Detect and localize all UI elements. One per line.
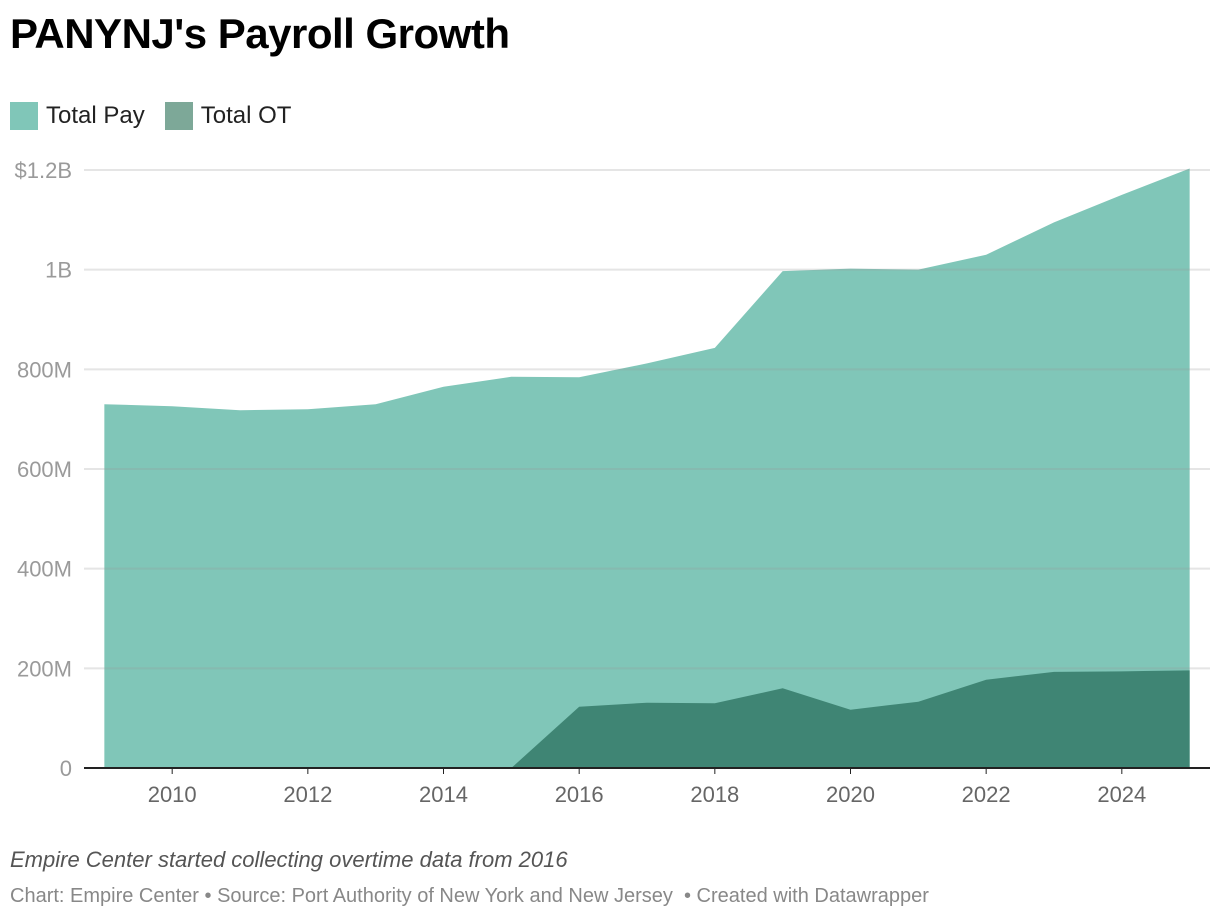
y-tick-label: 1B [45,258,72,283]
x-tick-label: 2024 [1097,782,1146,807]
y-tick-label: 200M [17,656,72,681]
series-area-total-pay [104,168,1190,768]
chart-credit: Chart: Empire Center • Source: Port Auth… [10,885,929,908]
legend-swatch-total-pay [10,102,38,130]
x-tick-label: 2022 [962,782,1011,807]
legend-item-total-ot: Total OT [164,102,292,130]
legend-label-total-ot: Total OT [200,102,292,129]
legend-item-total-pay: Total Pay [10,102,145,130]
y-tick-label: 400M [17,557,72,582]
credit-created-with: Created with Datawrapper [696,885,929,907]
x-tick-label: 2016 [555,782,604,807]
chart-note: Empire Center started collecting overtim… [10,847,568,872]
legend: Total Pay Total OT [10,102,311,130]
y-tick-label: $1.2B [15,158,73,183]
x-tick-label: 2014 [419,782,468,807]
credit-separator: • [672,885,697,907]
credit-chart: Chart: Empire Center [10,885,199,907]
credit-source: Source: Port Authority of New York and N… [217,885,673,907]
x-tick-label: 2020 [826,782,875,807]
chart-title: PANYNJ's Payroll Growth [10,10,510,57]
credit-separator: • [198,885,218,907]
x-tick-label: 2018 [690,782,739,807]
series-area-total-ot [104,670,1190,768]
y-tick-label: 600M [17,457,72,482]
y-tick-label: 0 [60,756,72,781]
y-tick-label: 800M [17,357,72,382]
x-tick-label: 2012 [283,782,332,807]
legend-label-total-pay: Total Pay [46,102,145,129]
legend-swatch-total-ot [164,102,193,130]
x-tick-label: 2010 [148,782,197,807]
